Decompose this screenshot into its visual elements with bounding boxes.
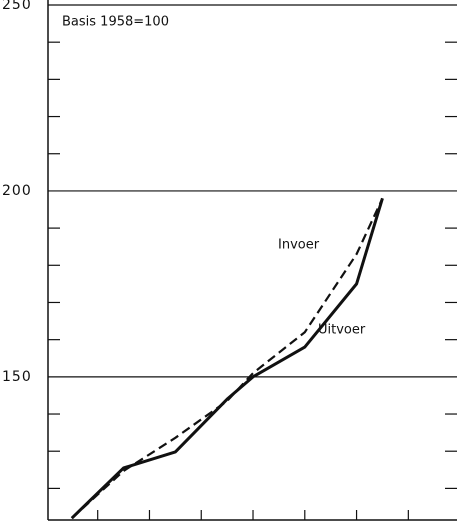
y-tick-label: 200 — [2, 183, 32, 199]
y-tick-label: 150 — [2, 369, 32, 385]
series-label: Uitvoer — [318, 323, 366, 338]
series-line — [71, 197, 384, 519]
series-line — [70, 197, 384, 520]
annotation: Basis 1958=100 — [62, 15, 169, 30]
series-label: Invoer — [278, 238, 320, 253]
y-tick-label: 250 — [2, 0, 32, 13]
